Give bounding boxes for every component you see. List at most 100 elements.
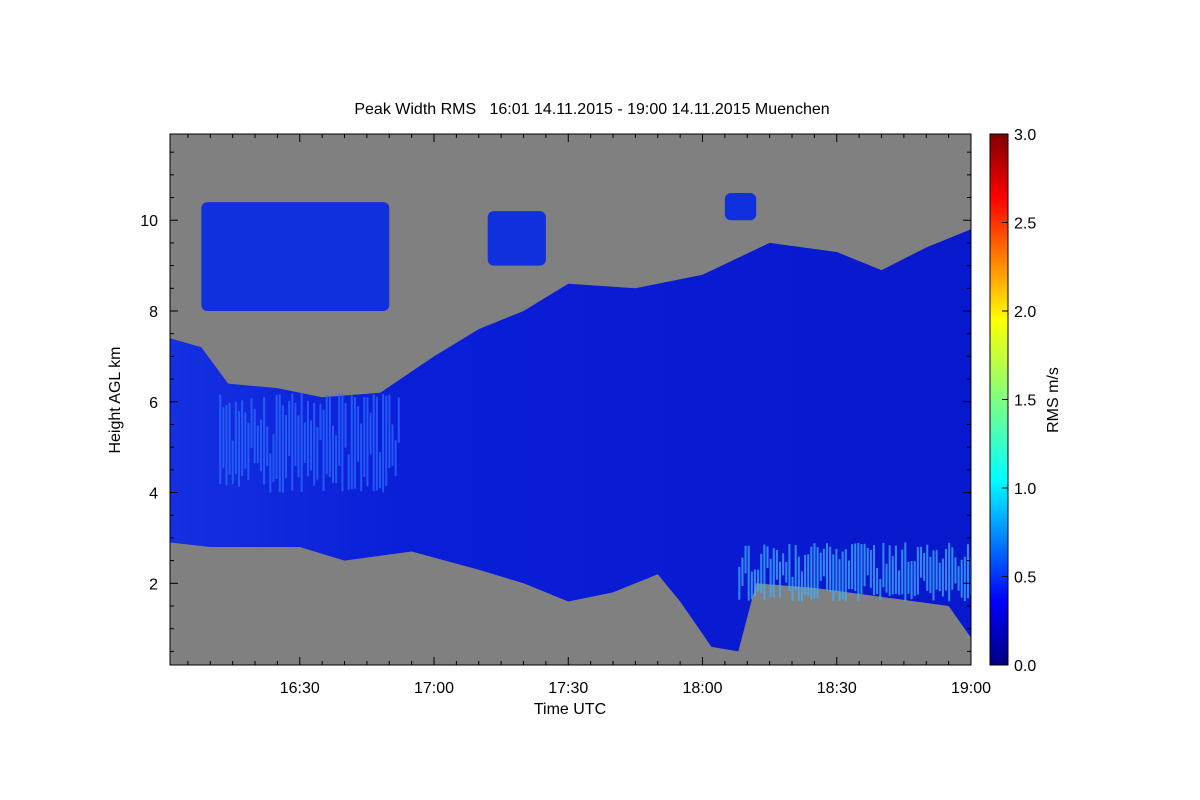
colorbar-tick-label: 1.5 (1014, 393, 1036, 410)
plot-area (170, 134, 971, 665)
rms-streak (775, 549, 778, 580)
rms-streak (791, 576, 794, 601)
rms-streak (306, 400, 309, 477)
rms-streak (797, 556, 800, 601)
rms-streak (219, 394, 222, 484)
rms-streak (898, 570, 901, 595)
rms-streak (804, 554, 807, 595)
x-tick-label: 16:30 (280, 680, 320, 697)
rms-streak (375, 396, 378, 491)
y-tick-label: 2 (149, 576, 158, 593)
rms-streak (385, 395, 388, 486)
rms-streak (241, 400, 244, 477)
rms-streak (857, 542, 860, 602)
rms-streak (353, 397, 356, 489)
rms-streak (800, 571, 803, 602)
rms-streak (272, 433, 275, 482)
rms-streak (738, 566, 741, 600)
rms-streak (366, 397, 369, 487)
rms-streak (750, 571, 753, 600)
rms-streak (325, 394, 328, 475)
colorbar-tick-label: 2.5 (1014, 216, 1036, 233)
rms-streak (753, 569, 756, 597)
rms-streak (785, 561, 788, 583)
rms-streak (841, 551, 844, 600)
rms-streak (960, 559, 963, 598)
rms-streak (888, 545, 891, 596)
rms-streak (963, 556, 966, 602)
rms-streak (766, 546, 769, 568)
rms-streak (916, 546, 919, 595)
rms-streak (388, 394, 391, 468)
x-tick-label: 17:30 (548, 680, 588, 697)
rms-streak (344, 402, 347, 448)
rms-streak (269, 453, 272, 493)
rms-streak (310, 420, 313, 471)
rms-streak (926, 544, 929, 591)
rms-streak (741, 557, 744, 586)
y-tick-label: 4 (149, 486, 158, 503)
rms-streak (904, 542, 907, 602)
rms-streak (247, 422, 250, 480)
y-axis-label: Height AGL km (107, 346, 124, 453)
rms-streak (338, 393, 341, 467)
rms-streak (397, 397, 400, 443)
rms-streak (300, 392, 303, 492)
rms-streak (860, 544, 863, 595)
colorbar-label: RMS m/s (1045, 367, 1062, 433)
rms-streak (347, 454, 350, 490)
rms-streak (923, 552, 926, 581)
rms-streak (835, 548, 838, 593)
rms-features (219, 392, 971, 602)
rms-streak (844, 549, 847, 602)
chart-title: Peak Width RMS 16:01 14.11.2015 - 19:00 … (354, 101, 829, 118)
upper-cloud-patch (201, 202, 390, 311)
y-axis: 2 4 6 8 10 (140, 151, 971, 652)
rms-streak (297, 415, 300, 478)
rms-streak (288, 400, 291, 456)
rms-streak (763, 544, 766, 600)
x-axis-label: Time UTC (534, 701, 606, 718)
rms-streak (266, 426, 269, 467)
rms-streak (879, 579, 882, 600)
y-tick-label: 6 (149, 395, 158, 412)
rms-streak (769, 558, 772, 597)
rms-streak (350, 395, 353, 490)
rms-streak (253, 408, 256, 464)
upper-cloud-patch (724, 193, 757, 221)
rms-streak (378, 452, 381, 489)
rms-streak (281, 405, 284, 493)
rms-streak (222, 407, 225, 469)
rms-streak (278, 394, 281, 493)
rms-streak (394, 440, 397, 476)
rms-streak (391, 424, 394, 466)
rms-streak (954, 557, 957, 584)
rms-streak (228, 402, 231, 475)
rms-streak (234, 401, 237, 474)
rms-streak (957, 566, 960, 591)
rms-streak (851, 544, 854, 590)
rms-streak (256, 425, 259, 464)
rms-streak (891, 556, 894, 595)
rms-streak (894, 545, 897, 594)
rms-streak (313, 402, 316, 486)
rms-streak (275, 394, 278, 480)
rms-streak (876, 567, 879, 595)
rms-streak (372, 394, 375, 492)
y-tick-label: 10 (140, 213, 158, 230)
rms-streak (238, 411, 241, 487)
rms-streak (882, 542, 885, 588)
rms-streak (885, 563, 888, 593)
rms-streak (932, 550, 935, 601)
colorbar-tick-label: 0.5 (1014, 570, 1036, 587)
rms-streak (369, 412, 372, 455)
rms-streak (357, 406, 360, 462)
rms-streak (907, 561, 910, 594)
rms-streak (929, 556, 932, 594)
rms-streak (873, 545, 876, 596)
rms-streak (966, 544, 969, 599)
rms-streak (363, 397, 366, 477)
upper-cloud-patch (487, 211, 546, 266)
rms-streak (854, 543, 857, 592)
